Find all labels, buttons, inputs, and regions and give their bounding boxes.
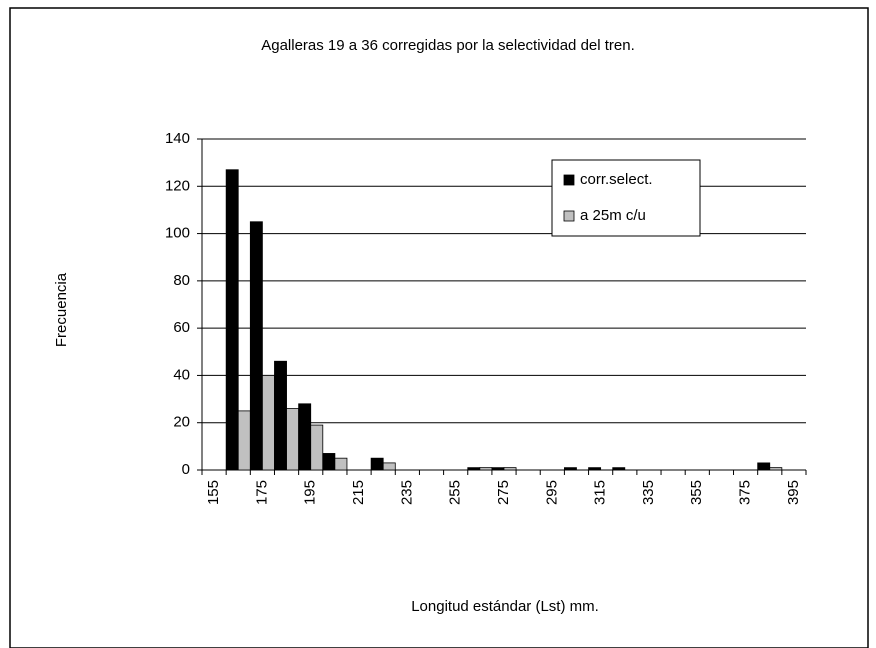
- bar: [237, 410, 251, 471]
- y-tick-label: 120: [165, 177, 190, 194]
- legend-swatch: [563, 174, 575, 186]
- x-tick-label: 175: [253, 480, 270, 505]
- x-tick-label: 215: [350, 480, 367, 505]
- x-tick-label: 395: [785, 480, 802, 505]
- y-tick-label: 80: [173, 272, 190, 289]
- bar: [322, 453, 336, 471]
- bar: [612, 467, 626, 471]
- y-tick-label: 100: [165, 225, 190, 242]
- bar: [467, 467, 481, 471]
- x-tick-label: 355: [688, 480, 705, 505]
- x-tick-label: 275: [495, 480, 512, 505]
- y-tick-label: 40: [173, 366, 190, 383]
- x-tick-label: 255: [447, 480, 464, 505]
- legend-label: a 25m c/u: [580, 207, 646, 224]
- bar: [310, 424, 324, 471]
- bar: [382, 462, 396, 471]
- x-axis-label: Longitud estándar (Lst) mm.: [411, 598, 599, 615]
- bar: [503, 467, 517, 471]
- legend-label: corr.select.: [580, 171, 653, 188]
- legend-swatch: [563, 210, 575, 222]
- y-tick-label: 140: [165, 130, 190, 147]
- bar: [274, 360, 287, 471]
- bar: [564, 467, 577, 471]
- x-tick-label: 375: [737, 480, 754, 505]
- y-tick-label: 20: [173, 414, 190, 431]
- x-tick-label: 315: [592, 480, 609, 505]
- x-tick-label: 295: [543, 480, 560, 505]
- bar: [588, 467, 602, 471]
- bar: [225, 169, 239, 471]
- bar: [479, 467, 493, 471]
- y-tick-label: 60: [173, 319, 190, 336]
- legend-box: [551, 159, 701, 237]
- x-tick-label: 155: [205, 480, 222, 505]
- bar: [334, 457, 348, 471]
- y-axis-label: Frecuencia: [53, 272, 70, 347]
- x-tick-label: 195: [302, 480, 319, 505]
- bar: [249, 221, 263, 471]
- x-tick-label: 335: [640, 480, 657, 505]
- bar: [261, 375, 275, 471]
- x-tick-label: 235: [398, 480, 415, 505]
- bar: [286, 408, 300, 471]
- bar: [370, 457, 384, 471]
- y-tick-label: 0: [182, 461, 190, 478]
- bar: [757, 462, 771, 471]
- bar: [769, 467, 783, 471]
- bar: [298, 403, 312, 471]
- bar: [491, 467, 505, 471]
- chart-title: Agalleras 19 a 36 corregidas por la sele…: [261, 37, 635, 54]
